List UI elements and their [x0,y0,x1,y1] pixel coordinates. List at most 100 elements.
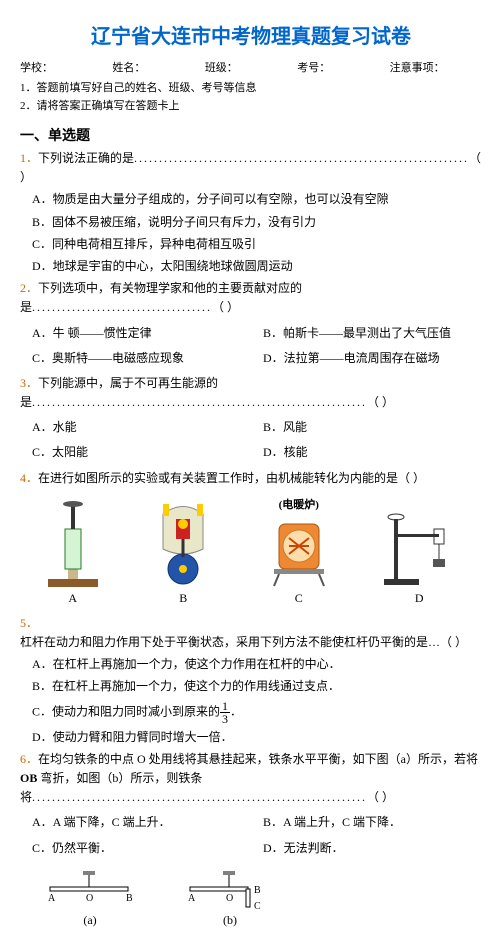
q6-fig-b-label: (b) [223,913,237,928]
q5-optD: D．使动力臂和阻力臂同时增大一倍． [32,728,482,747]
engine-icon [148,499,218,589]
q5-optC-pre: 使动力和阻力同时减小到原来的 [52,704,220,718]
q5-optB-text: 在杠杆上再施加一个力，使这个力的作用线通过支点． [52,679,340,693]
q2-stem: 2．下列选项中，有关物理学家和他的主要贡献对应的是...............… [20,279,482,317]
q3-num: 3． [20,376,38,390]
class-label: 班级： [205,59,297,75]
q4-figB: B [148,499,218,606]
clamp-device-icon [379,499,459,589]
q1-optD-text: 地球是宇宙的中心，太阳围绕地球做圆周运动 [53,259,293,273]
press-device-icon [43,499,103,589]
q6-figB: A O B C (b) [180,871,280,928]
q2-optA-text: 牛 顿——惯性定律 [53,326,152,340]
q3-optB: B．风能 [263,418,482,437]
q4-labelD: D [415,591,424,606]
rule-2: 2．请将答案正确填写在答题卡上 [20,97,482,113]
q1-optC: C．同种电荷相互排斥，异种电荷相互吸引 [32,235,482,254]
q3-optB-text: 风能 [283,420,307,434]
q4-labelC: C [295,591,303,606]
dots: ........................................… [32,395,367,409]
q3-optC-text: 太阳能 [52,445,88,459]
q6-optC-text: 仍然平衡． [52,841,112,855]
q1-optA: A．物质是由大量分子组成的，分子间可以有空隙，也可以没有空隙 [32,190,482,209]
name-label: 姓名： [112,59,204,75]
q5-optA-text: 在杠杆上再施加一个力，使这个力作用在杠杆的中心． [53,657,341,671]
q2-num: 2． [20,281,38,295]
lever-b-O: O [226,893,233,904]
q6-optD-text: 无法判断． [284,841,344,855]
dots: ........................................… [32,790,367,804]
dots: .................................... [32,300,212,314]
q5-optD-text: 使动力臂和阻力臂同时增大一倍． [53,730,233,744]
q3-optC: C．太阳能 [32,443,251,462]
q4-figA: A [43,499,103,606]
q6-fig-a-label: (a) [83,913,96,928]
q4-figD: D [379,499,459,606]
q5-optA: A．在杠杆上再施加一个力，使这个力作用在杠杆的中心． [32,655,482,674]
q1-optB: B．固体不易被压缩，说明分子间只有斥力，没有引力 [32,213,482,232]
q1-stem: 1．下列说法正确的是..............................… [20,149,482,187]
q6-pre: 在均匀铁条的中点 O 处用线将其悬挂起来，铁条水平平衡，如下图（a）所示，若将 [38,752,478,766]
q4-figures: A B (电暖炉) C [20,496,482,606]
lever-b-icon: A O B C [180,871,280,911]
q2-optC-text: 奥斯特——电磁感应现象 [52,351,184,365]
q4-num: 4． [20,471,38,485]
lever-a-B: B [126,893,133,904]
q5-stem: 5． 杠杆在动力和阻力作用下处于平衡状态，采用下列方法不能使杠杆仍平衡的是…（ ） [20,614,482,652]
q4-text: 在进行如图所示的实验或有关装置工作时，由机械能转化为内能的是（ ） [38,471,425,485]
q2-optB-text: 帕斯卡——最早测出了大气压值 [283,326,451,340]
q4-figC: (电暖炉) C [264,496,334,606]
q6-optB-text: A 端上升，C 端下降． [283,815,401,829]
dots: ........................................… [134,151,469,165]
q5-optC: C．使动力和阻力同时减小到原来的13． [32,700,482,725]
q1-optB-text: 固体不易被压缩，说明分子间只有斥力，没有引力 [52,215,316,229]
q6-stem: 6．在均匀铁条的中点 O 处用线将其悬挂起来，铁条水平平衡，如下图（a）所示，若… [20,750,482,808]
exam-title: 辽宁省大连市中考物理真题复习试卷 [20,20,482,49]
examno-label: 考号： [297,59,389,75]
section-1-title: 一、单选题 [20,125,482,145]
q2-optD-text: 法拉第——电流周围存在磁场 [284,351,440,365]
q5-text: 杠杆在动力和阻力作用下处于平衡状态，采用下列方法不能使杠杆仍平衡的是…（ ） [20,635,467,649]
frac-num: 1 [220,700,230,713]
q6-optD: D．无法判断． [263,839,482,858]
q5-optC-post: ． [230,704,242,718]
paren: （ ） [367,790,394,804]
q4-labelA: A [68,591,77,606]
paren: （ ） [212,300,239,314]
q3-optA-text: 水能 [53,420,77,434]
header-fields: 学校： 姓名： 班级： 考号： 注意事项： [20,59,482,75]
q1-optA-text: 物质是由大量分子组成的，分子间可以有空隙，也可以没有空隙 [53,192,389,206]
q2-optD: D．法拉第——电流周围存在磁场 [263,349,482,368]
q6-figures: A O B (a) A O B C (b) [40,871,482,928]
q1-num: 1． [20,151,38,165]
q2-optA: A．牛 顿——惯性定律 [32,324,251,343]
q2-optB: B．帕斯卡——最早测出了大气压值 [263,324,482,343]
lever-b-B: B [254,885,261,896]
heater-label: (电暖炉) [279,496,319,512]
q6-optB: B．A 端上升，C 端下降． [263,813,482,832]
lever-a-O: O [86,893,93,904]
q1-text: 下列说法正确的是 [38,151,134,165]
q2-optC: C．奥斯特——电磁感应现象 [32,349,251,368]
rule-1: 1．答题前填写好自己的姓名、班级、考号等信息 [20,79,482,95]
q1-optD: D．地球是宇宙的中心，太阳围绕地球做圆周运动 [32,257,482,276]
note-label: 注意事项： [390,59,482,75]
q3-stem: 3．下列能源中，属于不可再生能源的是......................… [20,374,482,412]
q6-optC: C．仍然平衡． [32,839,251,858]
q6-optA: A．A 端下降，C 端上升． [32,813,251,832]
q6-figA: A O B (a) [40,871,140,928]
q4-labelB: B [179,591,187,606]
lever-b-A: A [188,893,196,904]
q6-ob: OB [20,771,37,785]
q5-num: 5． [20,616,38,630]
q6-optA-text: A 端下降，C 端上升． [53,815,171,829]
paren: （ ） [367,395,394,409]
lever-a-icon: A O B [40,871,140,911]
q3-optD: D．核能 [263,443,482,462]
q4-stem: 4．在进行如图所示的实验或有关装置工作时，由机械能转化为内能的是（ ） [20,469,482,488]
frac-den: 3 [220,713,230,725]
school-label: 学校： [20,59,112,75]
q6-num: 6． [20,752,38,766]
heater-icon [264,514,334,589]
lever-b-C: C [254,901,261,911]
